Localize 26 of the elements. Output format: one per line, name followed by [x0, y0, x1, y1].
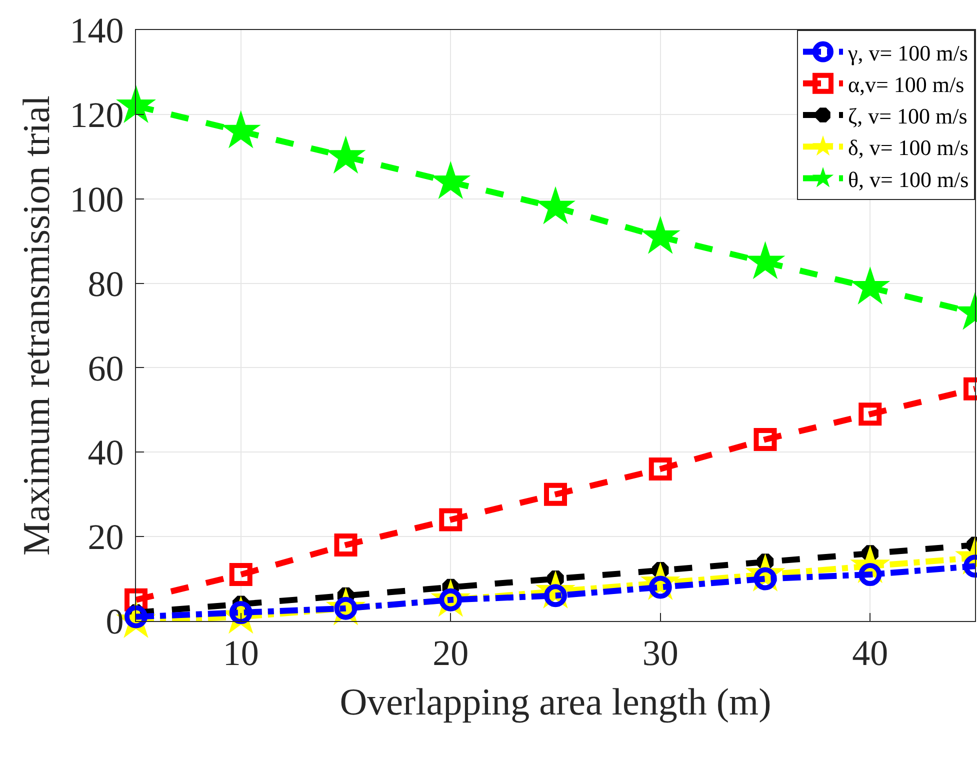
y-tick-label: 100	[70, 179, 124, 220]
legend-label: θ, v= 100 m/s	[848, 166, 969, 192]
point	[334, 534, 358, 557]
point	[544, 482, 567, 506]
point	[648, 458, 672, 481]
y-tick-label: 140	[70, 10, 124, 51]
y-tick-label: 80	[88, 264, 124, 304]
y-tick-label: 20	[88, 517, 124, 558]
y-axis-title: Maximum retransmission trial	[16, 95, 58, 556]
point	[439, 508, 462, 532]
x-tick-label: 30	[642, 633, 678, 674]
y-tick-label: 60	[88, 348, 124, 388]
x-tick-label: 10	[222, 633, 259, 674]
point	[229, 563, 252, 586]
y-tick-label: 120	[70, 95, 124, 136]
y-tick-label: 0	[106, 602, 124, 642]
point	[858, 402, 882, 426]
x-tick-label: 20	[432, 633, 469, 674]
point	[754, 428, 777, 451]
legend-label: δ, v= 100 m/s	[848, 135, 969, 160]
y-tick-label: 40	[88, 432, 124, 473]
legend-label: ζ, v= 100 m/s	[848, 104, 968, 129]
x-tick-label: 40	[852, 633, 888, 674]
legend-label: α,v= 100 m/s	[848, 72, 964, 97]
x-axis-title: Overlapping area length (m)	[340, 681, 772, 724]
legend-label: γ, v= 100 m/s	[847, 40, 968, 66]
